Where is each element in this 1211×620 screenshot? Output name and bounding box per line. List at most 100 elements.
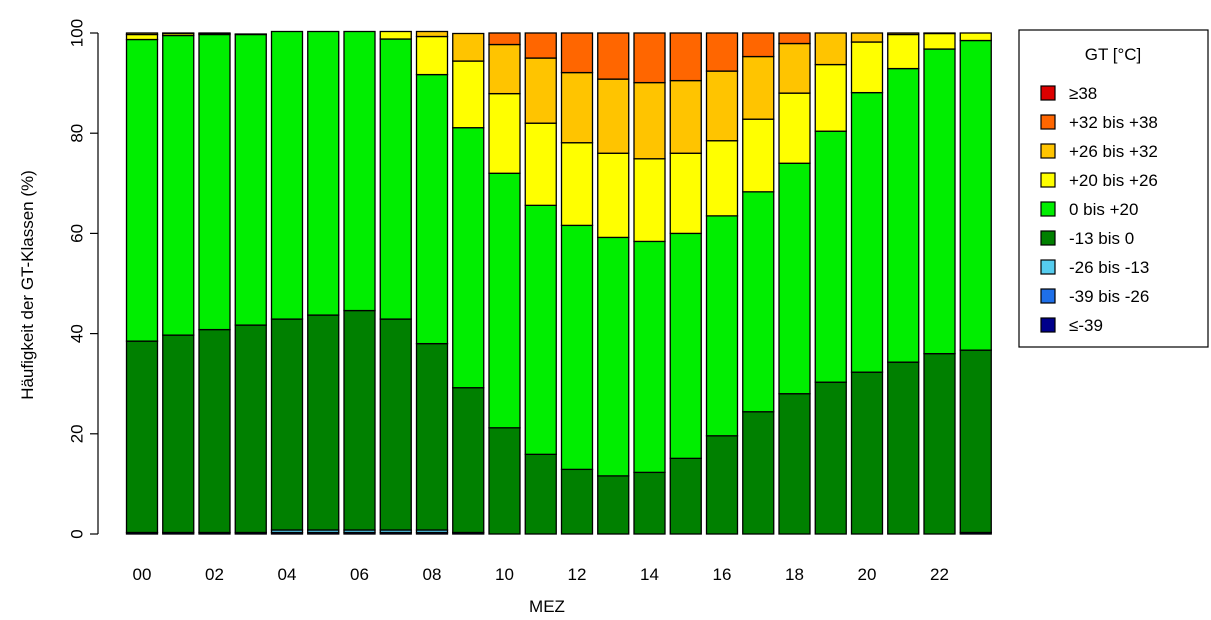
y-tick-label: 0 xyxy=(67,529,86,538)
bar-segment xyxy=(163,33,194,34)
bar-segment xyxy=(743,33,774,57)
bar-segment xyxy=(489,173,520,428)
x-tick-label: 08 xyxy=(423,565,442,584)
bar-segment xyxy=(924,34,955,50)
bar-segment xyxy=(344,31,375,310)
bar-segment xyxy=(852,372,883,534)
bar-segment xyxy=(127,35,158,40)
bar-segment xyxy=(453,34,484,62)
bar-segment xyxy=(960,350,991,532)
bar-segment xyxy=(199,33,230,34)
bar-stack xyxy=(924,33,955,534)
x-tick-label: 22 xyxy=(930,565,949,584)
legend-swatch xyxy=(1041,289,1055,303)
bar-stack xyxy=(453,34,484,534)
legend-label: ≤-39 xyxy=(1069,316,1103,335)
x-tick-label: 14 xyxy=(640,565,659,584)
bar-segment xyxy=(453,388,484,533)
bar-segment xyxy=(815,382,846,534)
bar-segment xyxy=(235,35,266,326)
legend-label: -26 bis -13 xyxy=(1069,258,1149,277)
bar-segment xyxy=(960,41,991,351)
legend-label: +26 bis +32 xyxy=(1069,142,1158,161)
x-ticks: 00 02 04 06 08 10 12 14 16 18 20 22 xyxy=(133,565,949,584)
bar-segment xyxy=(743,192,774,412)
bar-segment xyxy=(199,35,230,330)
y-tick-label: 20 xyxy=(67,424,86,443)
bar-stack xyxy=(344,31,375,534)
x-tick-label: 20 xyxy=(858,565,877,584)
bar-segment xyxy=(417,31,448,36)
bar-segment xyxy=(670,458,701,534)
bar-segment xyxy=(417,75,448,344)
bar-segment xyxy=(489,428,520,534)
bar-segment xyxy=(127,33,158,35)
bar-segment xyxy=(707,436,738,534)
x-tick-label: 18 xyxy=(785,565,804,584)
bar-stack xyxy=(235,34,266,534)
bar-segment xyxy=(888,35,919,69)
bar-stack xyxy=(380,31,411,534)
bar-segment xyxy=(815,131,846,382)
bar-segment xyxy=(634,83,665,159)
bar-segment xyxy=(562,33,593,73)
bar-segment xyxy=(235,325,266,532)
x-tick-label: 06 xyxy=(350,565,369,584)
bar-stack xyxy=(489,33,520,534)
legend-label: ≥38 xyxy=(1069,84,1097,103)
bar-segment xyxy=(598,79,629,153)
legend-swatch xyxy=(1041,202,1055,216)
bar-segment xyxy=(924,49,955,354)
bar-segment xyxy=(308,31,339,315)
bar-segment xyxy=(380,31,411,39)
bar-segment xyxy=(960,33,991,41)
legend-swatch xyxy=(1041,318,1055,332)
bar-segment xyxy=(924,354,955,534)
bar-segment xyxy=(417,37,448,75)
bar-segment xyxy=(163,36,194,336)
bar-segment xyxy=(670,153,701,233)
bar-segment xyxy=(344,311,375,530)
bar-segment xyxy=(489,94,520,174)
bar-segment xyxy=(670,233,701,458)
bar-segment xyxy=(598,33,629,79)
legend-title: GT [°C] xyxy=(1085,45,1142,64)
bar-segment xyxy=(634,241,665,472)
bar-segment xyxy=(888,33,919,35)
bar-segment xyxy=(562,469,593,534)
bar-segment xyxy=(272,319,303,530)
bar-segment xyxy=(598,237,629,475)
y-axis-label: Häufigkeit der GT-Klassen (%) xyxy=(18,170,37,400)
bar-segment xyxy=(562,143,593,226)
bar-segment xyxy=(779,33,810,44)
bar-segment xyxy=(779,44,810,94)
bar-segment xyxy=(525,454,556,534)
bar-stack xyxy=(888,33,919,534)
bar-segment xyxy=(815,33,846,65)
bar-segment xyxy=(380,319,411,530)
x-tick-label: 02 xyxy=(205,565,224,584)
bar-segment xyxy=(743,57,774,120)
bar-stack xyxy=(707,33,738,534)
bar-stack xyxy=(417,31,448,534)
bar-segment xyxy=(380,39,411,319)
bar-segment xyxy=(743,412,774,534)
legend-label: -39 bis -26 xyxy=(1069,287,1149,306)
bar-stack xyxy=(199,33,230,534)
bar-segment xyxy=(670,81,701,154)
bar-segment xyxy=(562,225,593,469)
bar-segment xyxy=(743,119,774,192)
bar-segment xyxy=(127,341,158,532)
legend-swatch xyxy=(1041,86,1055,100)
bar-stack xyxy=(598,33,629,534)
y-ticks: 0 20 40 60 80 100 xyxy=(67,19,98,539)
bar-stack xyxy=(670,33,701,534)
bar-segment xyxy=(489,33,520,45)
bar-segment xyxy=(199,330,230,533)
bar-segment xyxy=(272,31,303,319)
bar-segment xyxy=(707,141,738,216)
bar-stack xyxy=(525,33,556,534)
legend-swatch xyxy=(1041,115,1055,129)
bar-segment xyxy=(417,344,448,530)
